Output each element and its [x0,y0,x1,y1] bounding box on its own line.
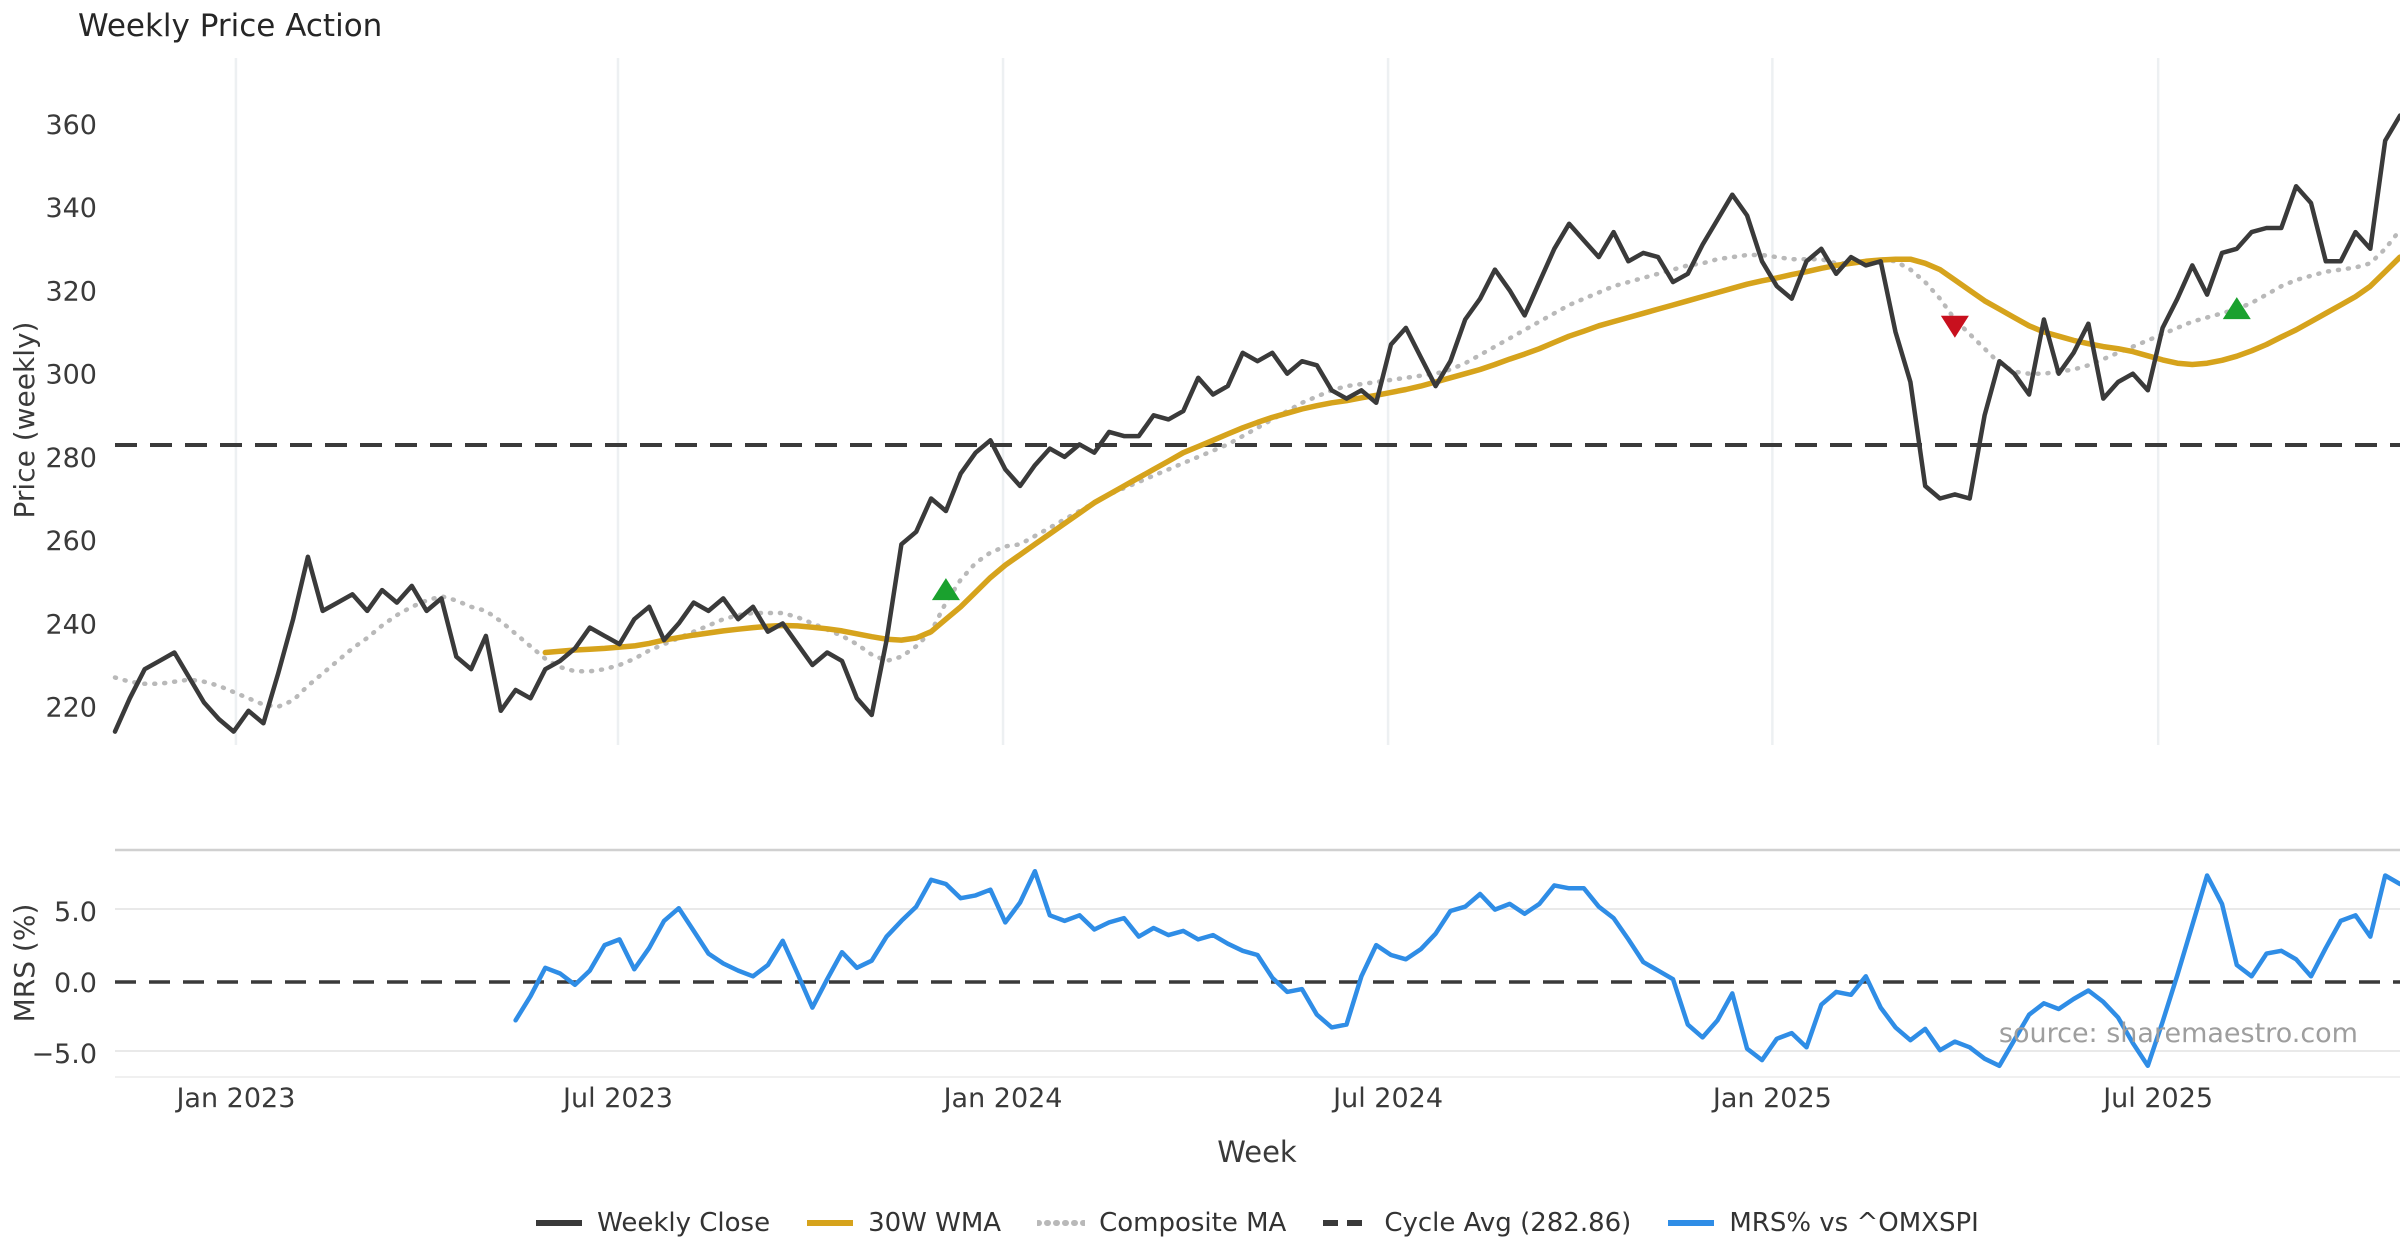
mrs-y-tick-label: 0.0 [54,968,97,999]
legend-item: 30W WMA [806,1208,1001,1238]
x-tick-label: Jan 2024 [942,1083,1063,1114]
x-axis-title: Week [1217,1135,1297,1169]
mrs-y-tick-label: −5.0 [31,1039,97,1070]
price-y-tick-label: 240 [45,609,97,640]
price-y-tick-label: 300 [45,360,97,391]
chart-legend: Weekly Close 30W WMA Composite MA Cycle Avg… [114,1208,2400,1238]
x-tick-label: Jan 2025 [1711,1083,1832,1114]
composite-ma-line [112,227,2400,709]
legend-item: Composite MA [1037,1208,1286,1238]
x-tick-label: Jul 2024 [1331,1083,1443,1114]
price-y-tick-label: 260 [45,526,97,557]
mrs-y-tick-label: 5.0 [54,897,97,928]
legend-label: Weekly Close [597,1208,771,1238]
price-y-tick-label: 280 [45,443,97,474]
price-y-tick-label: 340 [45,193,97,224]
price-y-tick-label: 220 [45,693,97,724]
buy-signal-marker [931,578,960,601]
mrs-y-axis-title: MRS (%) [8,904,41,1023]
price-y-tick-label: 320 [45,276,97,307]
legend-label: Composite MA [1099,1208,1287,1238]
mrs-line [513,868,2400,1069]
weekly-close-line [112,113,2400,734]
x-tick-label: Jul 2023 [561,1083,673,1114]
x-tick-label: Jan 2023 [174,1083,295,1114]
legend-line-sample [1323,1220,1370,1226]
x-tick-label: Jul 2025 [2101,1083,2213,1114]
source-attribution: source: sharemaestro.com [1998,1018,2358,1049]
legend-label: 30W WMA [868,1208,1002,1238]
legend-item: Cycle Avg (282.86) [1322,1208,1631,1238]
chart-title: Weekly Price Action [78,8,383,44]
legend-label: Cycle Avg (282.86) [1384,1208,1632,1238]
legend-line-sample [1037,1220,1086,1226]
legend-label: MRS% vs ^OMXSPI [1729,1208,1979,1238]
price-y-tick-label: 360 [45,110,97,141]
price-y-axis-title: Price (weekly) [8,322,41,519]
legend-line-sample [536,1220,583,1226]
legend-item: Weekly Close [535,1208,770,1238]
legend-item: MRS% vs ^OMXSPI [1667,1208,1979,1238]
wma-30w-line [542,254,2400,656]
buy-signal-marker [2222,297,2251,320]
legend-line-sample [807,1220,854,1226]
legend-line-sample [1668,1220,1715,1226]
sell-signal-marker [1940,315,1969,338]
